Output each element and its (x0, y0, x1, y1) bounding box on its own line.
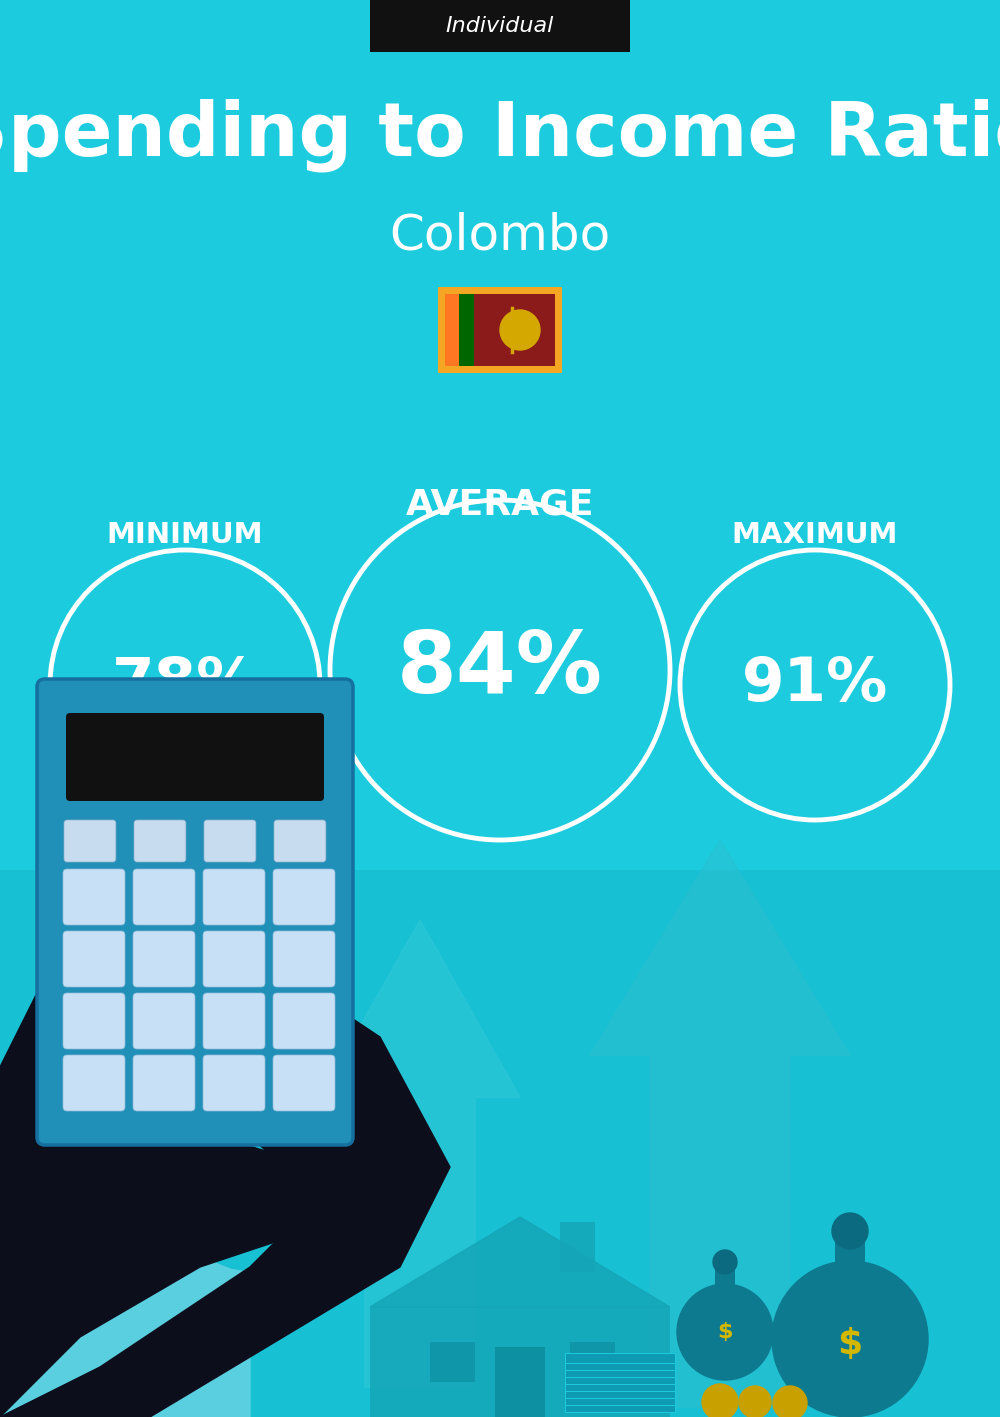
Bar (370, 1306, 670, 1417)
Bar (565, 1367, 675, 1377)
FancyBboxPatch shape (63, 869, 125, 925)
Bar (430, 1342, 475, 1382)
Polygon shape (590, 840, 850, 1407)
Circle shape (832, 1213, 868, 1248)
Circle shape (677, 1284, 773, 1380)
FancyBboxPatch shape (64, 820, 116, 862)
FancyBboxPatch shape (203, 931, 265, 988)
Circle shape (773, 1386, 807, 1417)
FancyBboxPatch shape (273, 993, 335, 1049)
FancyBboxPatch shape (273, 1056, 335, 1111)
Bar (565, 1353, 675, 1363)
Bar (495, 1348, 545, 1417)
Bar (565, 1382, 675, 1391)
FancyBboxPatch shape (274, 820, 326, 862)
Bar (565, 1394, 675, 1406)
Bar (565, 1401, 675, 1411)
Text: Spending to Income Ratio: Spending to Income Ratio (0, 98, 1000, 171)
Bar (835, 1229, 865, 1270)
FancyBboxPatch shape (133, 931, 195, 988)
Bar (715, 1261, 735, 1289)
FancyBboxPatch shape (63, 993, 125, 1049)
FancyBboxPatch shape (445, 293, 459, 366)
Bar (565, 1360, 675, 1370)
FancyBboxPatch shape (459, 293, 474, 366)
Text: 91%: 91% (742, 656, 888, 714)
FancyBboxPatch shape (370, 0, 630, 52)
FancyBboxPatch shape (203, 993, 265, 1049)
Text: Colombo: Colombo (389, 211, 611, 259)
Bar (565, 1389, 675, 1399)
Polygon shape (0, 998, 450, 1417)
FancyBboxPatch shape (273, 869, 335, 925)
Circle shape (702, 1384, 738, 1417)
Circle shape (772, 1261, 928, 1417)
Circle shape (713, 1250, 737, 1274)
Polygon shape (320, 920, 520, 1387)
Polygon shape (0, 917, 350, 1417)
FancyBboxPatch shape (134, 820, 186, 862)
Text: AVERAGE: AVERAGE (406, 487, 594, 521)
FancyBboxPatch shape (133, 993, 195, 1049)
FancyBboxPatch shape (133, 1056, 195, 1111)
FancyBboxPatch shape (273, 931, 335, 988)
Text: Individual: Individual (446, 16, 554, 35)
Bar (560, 1221, 595, 1272)
Bar (565, 1374, 675, 1384)
FancyBboxPatch shape (66, 713, 324, 801)
Circle shape (739, 1386, 771, 1417)
Text: $: $ (717, 1322, 733, 1342)
FancyBboxPatch shape (203, 1056, 265, 1111)
Polygon shape (0, 1257, 280, 1417)
Text: 78%: 78% (112, 656, 258, 714)
Polygon shape (0, 1237, 250, 1417)
Text: $: $ (837, 1326, 863, 1360)
FancyBboxPatch shape (37, 679, 353, 1145)
FancyBboxPatch shape (203, 869, 265, 925)
Text: MAXIMUM: MAXIMUM (732, 521, 898, 548)
FancyBboxPatch shape (63, 931, 125, 988)
FancyBboxPatch shape (133, 869, 195, 925)
FancyBboxPatch shape (204, 820, 256, 862)
Text: MINIMUM: MINIMUM (107, 521, 263, 548)
Bar (0, 870, 1000, 1417)
FancyBboxPatch shape (63, 1056, 125, 1111)
FancyBboxPatch shape (445, 293, 555, 366)
Polygon shape (370, 1217, 670, 1306)
FancyBboxPatch shape (438, 288, 562, 373)
Text: 84%: 84% (397, 629, 603, 711)
Bar (570, 1342, 615, 1382)
Circle shape (500, 310, 540, 350)
